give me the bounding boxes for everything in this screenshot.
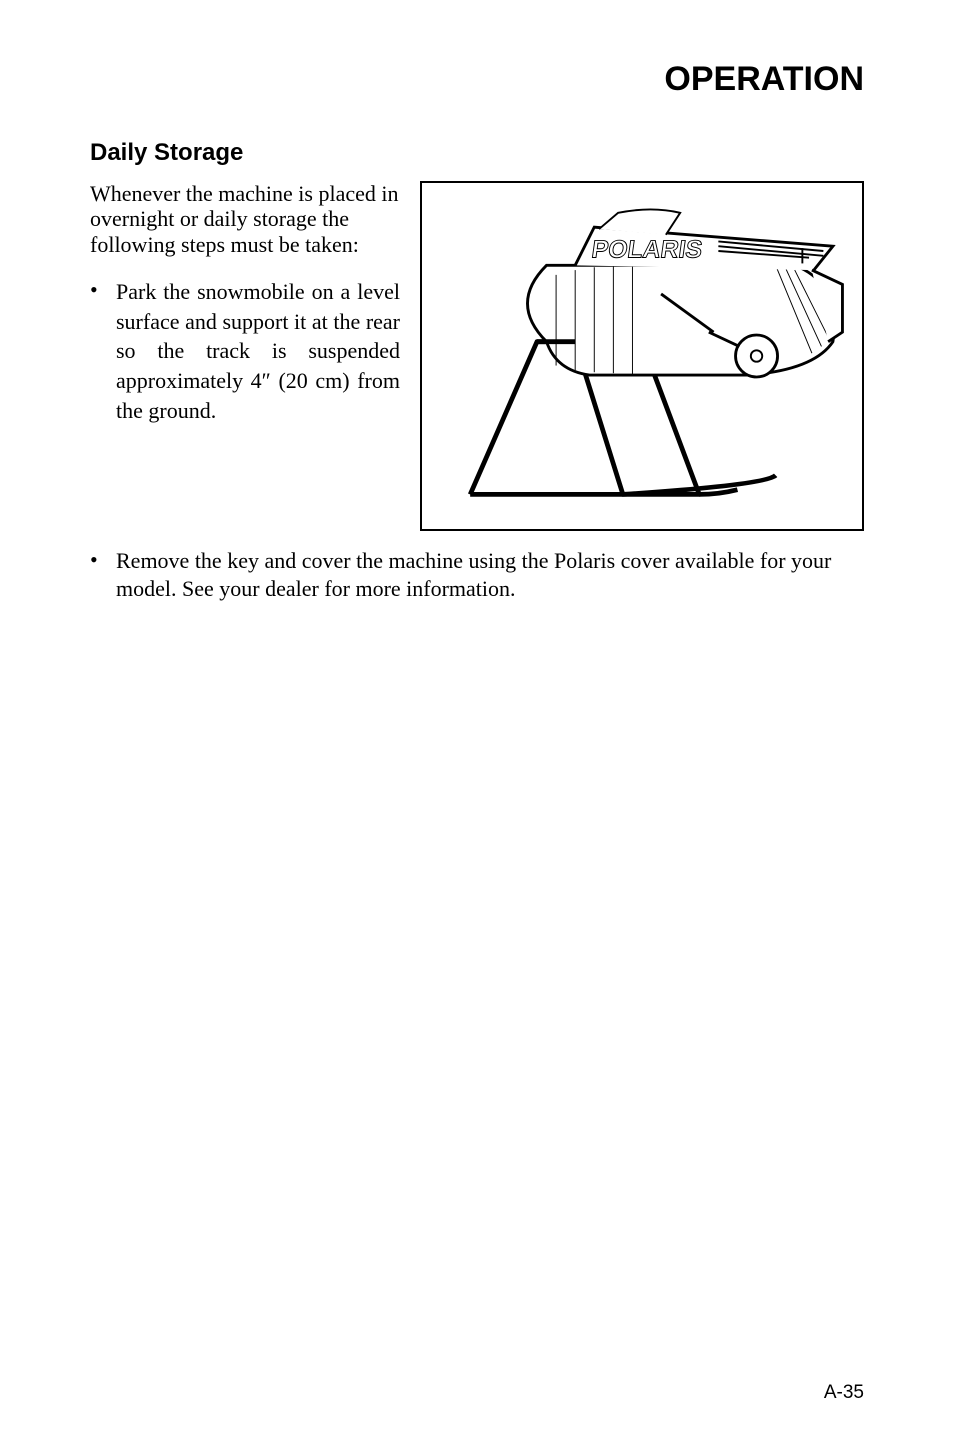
brand-text: POLARIS: [590, 236, 704, 264]
bullet-item: • Remove the key and cover the machine u…: [90, 547, 864, 602]
bullet-marker: •: [90, 547, 116, 602]
bullet-text: Remove the key and cover the machine usi…: [116, 547, 864, 602]
snowmobile-stand-svg: POLARIS: [432, 193, 852, 519]
page-number: A-35: [824, 1382, 864, 1404]
intro-paragraph: Whenever the machine is placed in overni…: [90, 181, 400, 257]
content-row: Whenever the machine is placed in overni…: [90, 181, 864, 531]
page-title: OPERATION: [90, 60, 864, 99]
bullet-text: Park the snowmobile on a level surface a…: [116, 277, 400, 425]
text-column: Whenever the machine is placed in overni…: [90, 181, 400, 441]
snowmobile-illustration: POLARIS: [420, 181, 864, 531]
bullet-item: • Park the snowmobile on a level surface…: [90, 277, 400, 425]
section-title: Daily Storage: [90, 139, 864, 167]
bullet-marker: •: [90, 277, 116, 425]
